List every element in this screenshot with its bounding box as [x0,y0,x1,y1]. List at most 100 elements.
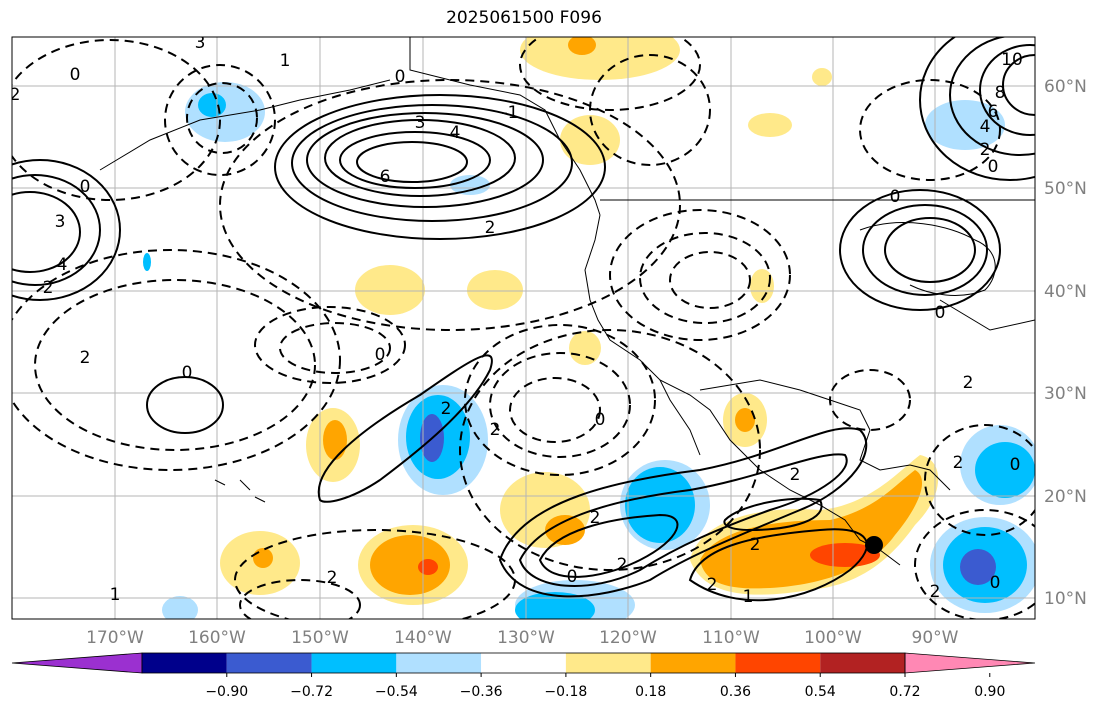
latitude-label: 60°N [1044,77,1087,97]
contour-line-negative [859,79,1001,181]
contour-label: 1 [743,587,754,607]
contour-line-negative [639,232,771,324]
contour-label: 4 [57,255,68,275]
colorbar-tick-label: 0.72 [889,684,920,700]
colorbar-tick-label: 0.36 [720,684,751,700]
coastline-great-lakes [859,222,996,296]
contour-label: 3 [55,212,66,232]
longitude-label: 140°W [394,628,452,648]
longitude-label: 130°W [497,628,555,648]
contour-line-positive [306,112,544,208]
graticule [12,37,1035,619]
neg-anomaly-core [975,442,1035,498]
contour-line-positive [538,513,679,578]
contour-label: 2 [485,218,496,238]
contour-line-positive [518,453,848,587]
coastline-central-america [909,464,951,491]
contour-line-negative [234,529,516,619]
contour-label: 2 [750,535,761,555]
coastline-aleutians [99,79,391,171]
contour-label: 0 [595,410,606,430]
latitude-label: 10°N [1044,589,1087,609]
contour-label: 0 [935,303,946,323]
contour-line-positive [862,204,988,296]
contour-label: 3 [415,113,426,133]
contour-label: 0 [567,567,578,587]
longitude-labels: 170°W 160°W 150°W 140°W 130°W 120°W 110°W 100°W… [86,628,959,648]
contour-line-positive [949,37,1035,156]
contour-label: 0 [375,345,386,365]
colorbar: −0.90 −0.72 −0.54 −0.36 −0.18 0.18 0.36 0.54 0.7… [11,652,1036,700]
pos-anomaly-core [370,535,450,595]
pos-anomaly-region [467,270,523,310]
colorbar-segment [396,653,482,673]
latitude-labels: 60°N 50°N 40°N 30°N 20°N 10°N [1044,77,1087,609]
contour-line-negative [829,369,911,431]
pos-anomaly-core [323,420,347,460]
map-frame [11,36,1036,620]
contour-line-negative [914,509,1035,619]
contour-label: 0 [395,67,406,87]
colorbar-segment [735,653,821,673]
contour-line-negative [254,306,406,384]
neg-anomaly-region [162,596,198,619]
contours [12,37,1035,619]
contour-label: 0 [890,187,901,207]
contour-label: 2 [980,140,991,160]
longitude-label: 160°W [188,628,246,648]
colorbar-tick-label: −0.36 [460,684,503,700]
colorbar-tick-label: −0.54 [375,684,418,700]
colorbar-tick-label: −0.72 [290,684,333,700]
pos-anomaly-core [735,408,755,432]
contour-line-negative [12,249,341,471]
contour-label: 2 [10,85,21,105]
contour-label: 6 [988,102,999,122]
contour-line-positive [291,104,573,222]
contour-label: 2 [963,373,974,393]
neg-anomaly-region [450,175,490,195]
contour-line-negative [12,39,221,201]
longitude-label: 150°W [291,628,349,648]
contour-label: 8 [995,83,1006,103]
neg-anomaly-region [925,100,1005,150]
colorbar-segment [650,653,736,673]
neg-anomaly-core [143,253,151,271]
longitude-label: 90°W [912,628,959,648]
coastline-alaska-canada [409,37,601,216]
contour-line-negative [219,79,681,331]
contour-line-positive [919,37,1035,181]
contour-label: -1 [502,103,519,123]
contour-line-negative [186,82,258,154]
colorbar-segment [820,653,905,673]
contour-label: 4 [450,123,461,143]
colorbar-extend-high [904,652,1036,674]
neg-anomaly-core [625,467,695,543]
contour-label: 0 [70,65,81,85]
contour-line-negative [279,322,391,374]
pos-anomaly-core [253,548,273,568]
contour-label: 2 [327,568,338,588]
neg-anomaly-core [960,549,996,585]
longitude-label: 110°W [702,628,760,648]
contour-label: 2 [930,582,941,602]
contour-label: 4 [980,117,991,137]
latitude-label: 50°N [1044,179,1087,199]
pos-anomaly-core [568,37,596,55]
contour-line-positive [146,376,224,434]
pos-anomaly-core [810,543,880,567]
contour-line-negative [589,54,711,166]
pos-anomaly-region [812,68,832,86]
coastline-east-us [939,299,1035,331]
coastline-west-americas [584,214,901,566]
latitude-label: 30°N [1044,384,1087,404]
colorbar-tick-label: 0.54 [805,684,836,700]
contour-line-negative [509,377,601,443]
contour-label: 1 [110,585,121,605]
latitude-label: 20°N [1044,487,1087,507]
longitude-label: 100°W [804,628,862,648]
pos-anomaly-core [545,515,585,545]
contour-line-positive [317,354,493,503]
neg-anomaly-core [515,592,595,619]
